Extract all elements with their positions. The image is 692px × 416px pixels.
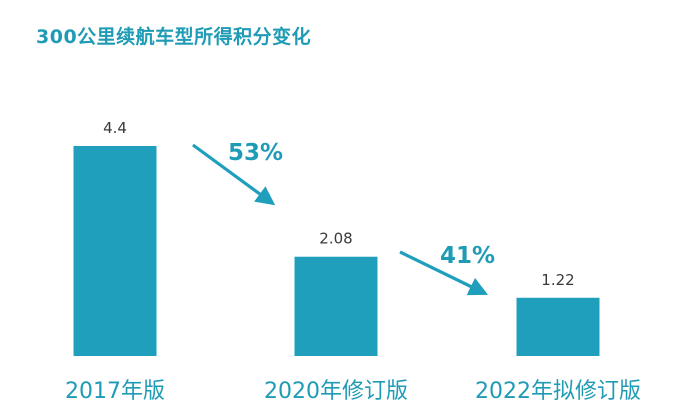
chart-title: 300公里续航车型所得积分变化 [36,26,312,48]
bar-0 [73,146,157,356]
bar-2 [516,297,600,356]
category-label-0: 2017年版 [65,379,165,404]
decrease-arrow-0 [192,143,276,206]
value-label-0: 4.4 [103,119,127,137]
bar-1 [294,256,378,356]
decrease-percent-1: 41% [440,243,495,269]
category-label-1: 2020年修订版 [264,379,408,404]
decrease-arrow-1 [399,250,489,296]
value-label-1: 2.08 [319,230,352,248]
category-label-2: 2022年拟修订版 [475,379,641,404]
decrease-percent-0: 53% [228,140,283,166]
value-label-2: 1.22 [541,271,574,289]
